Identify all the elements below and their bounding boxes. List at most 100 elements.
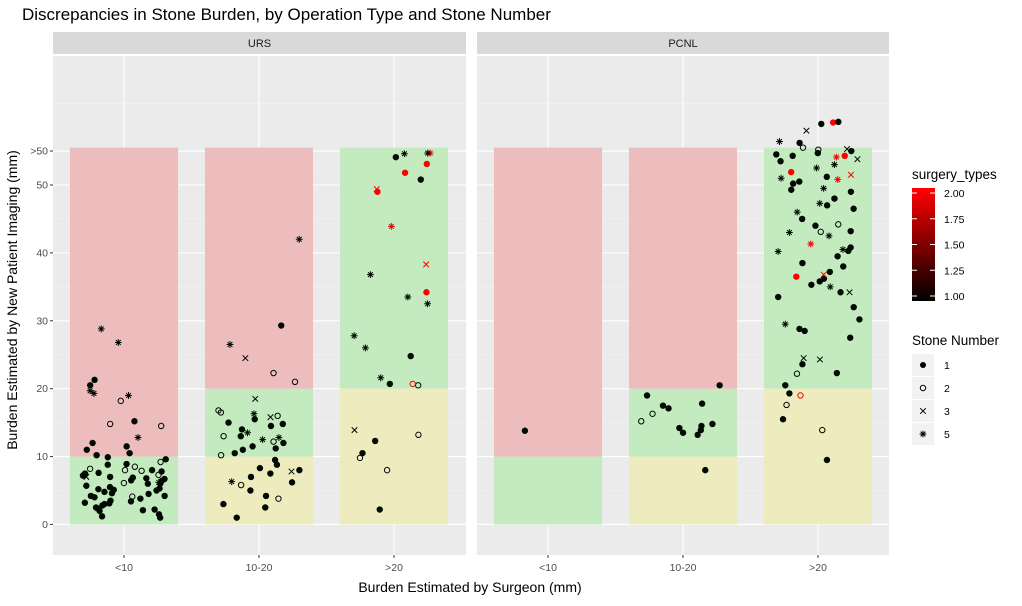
data-point xyxy=(131,418,138,425)
data-point xyxy=(139,506,147,514)
y-axis-title: Burden Estimated by New Patient Imaging … xyxy=(4,150,20,450)
data-point xyxy=(98,513,106,520)
data-point xyxy=(816,199,824,207)
data-point xyxy=(215,407,222,414)
region-red xyxy=(629,147,737,389)
data-point xyxy=(86,382,94,389)
data-point xyxy=(242,354,249,362)
shape-legend-label: 5 xyxy=(944,429,950,441)
points xyxy=(79,149,434,521)
data-point xyxy=(638,418,645,425)
data-point xyxy=(850,303,857,311)
data-point xyxy=(295,235,303,243)
data-point xyxy=(796,139,803,147)
data-point xyxy=(126,449,133,457)
data-point xyxy=(226,341,234,348)
data-point xyxy=(247,473,255,481)
data-point xyxy=(231,449,238,457)
data-point xyxy=(233,514,240,521)
points xyxy=(521,118,863,474)
data-point xyxy=(83,473,90,481)
data-point xyxy=(819,426,826,434)
data-point xyxy=(826,268,834,276)
data-point xyxy=(156,514,164,521)
data-point xyxy=(162,456,169,463)
data-point xyxy=(87,492,95,500)
data-point xyxy=(777,158,784,165)
data-point xyxy=(796,178,803,185)
data-point xyxy=(155,471,162,479)
data-point xyxy=(86,387,94,395)
data-point xyxy=(250,410,258,418)
region-red xyxy=(70,147,178,457)
y-tick-label: 50 xyxy=(36,179,48,191)
data-point xyxy=(823,173,830,181)
data-point xyxy=(803,127,810,134)
data-point xyxy=(143,475,150,482)
x-tick-label: 10-20 xyxy=(670,562,697,574)
data-point xyxy=(106,500,113,507)
data-point xyxy=(123,443,130,450)
data-point xyxy=(238,426,246,433)
data-point xyxy=(835,118,842,126)
regions xyxy=(494,147,872,525)
data-point xyxy=(716,382,723,389)
region-green xyxy=(494,456,602,525)
data-point xyxy=(262,504,269,511)
data-point xyxy=(799,361,806,368)
data-point xyxy=(424,300,431,308)
data-point xyxy=(818,120,825,128)
colorbar-label: 2.00 xyxy=(944,188,965,200)
data-point xyxy=(237,432,244,440)
region-green xyxy=(205,388,313,457)
data-point xyxy=(383,466,391,474)
panel-pcnl: PCNL <10 10-20 >20 xyxy=(477,32,889,574)
data-point xyxy=(93,452,100,459)
data-point xyxy=(373,185,380,193)
data-point xyxy=(774,293,782,301)
data-point xyxy=(220,432,227,440)
data-point xyxy=(423,289,430,296)
data-point xyxy=(86,465,94,472)
data-point xyxy=(816,356,824,363)
data-point xyxy=(424,149,432,157)
data-point xyxy=(417,176,424,183)
data-point xyxy=(377,374,385,382)
data-point xyxy=(114,339,122,346)
y-tick-label: 40 xyxy=(36,247,48,259)
data-point xyxy=(104,461,111,468)
data-point xyxy=(789,180,797,187)
data-point xyxy=(83,446,90,453)
data-point xyxy=(812,222,819,229)
data-point xyxy=(104,454,112,461)
data-point xyxy=(267,422,275,430)
data-point xyxy=(262,492,270,500)
data-point xyxy=(847,227,854,235)
data-point xyxy=(272,445,279,452)
data-point xyxy=(788,186,795,193)
data-point xyxy=(356,454,364,462)
data-point xyxy=(808,281,815,288)
data-point xyxy=(831,161,838,169)
x-tick-label: 10-20 xyxy=(246,562,273,574)
data-point xyxy=(833,153,840,161)
data-point xyxy=(793,370,801,377)
data-point xyxy=(256,464,264,472)
colorbar-legend-title: surgery_types xyxy=(912,167,997,182)
data-point xyxy=(95,485,102,493)
data-point xyxy=(826,283,834,291)
data-point xyxy=(698,400,706,407)
data-point xyxy=(676,424,683,432)
data-point xyxy=(679,429,687,436)
data-point xyxy=(131,463,139,470)
data-point xyxy=(267,414,274,421)
data-point xyxy=(145,490,152,498)
region-yellow xyxy=(340,388,448,525)
region-green xyxy=(764,147,872,389)
data-point xyxy=(404,293,412,301)
data-point xyxy=(362,344,369,352)
data-point xyxy=(123,460,130,468)
colorbar-label: 1.25 xyxy=(944,265,965,277)
legends: surgery_types 2.00 1.75 1.50 1.25 1.00 Stone N… xyxy=(912,167,1000,445)
data-point xyxy=(151,506,158,513)
